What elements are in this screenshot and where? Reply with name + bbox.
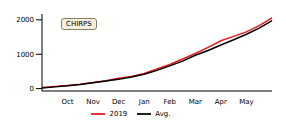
svg-text:Apr: Apr (215, 98, 227, 106)
svg-text:May: May (239, 98, 253, 106)
html-text:Avg.: Avg. (155, 109, 171, 118)
svg-text:Mar: Mar (189, 98, 202, 106)
svg-text:Dec: Dec (112, 98, 126, 106)
svg-text:2000: 2000 (16, 16, 34, 24)
html-text:2019: 2019 (109, 109, 128, 118)
svg-text:1000: 1000 (16, 51, 34, 59)
svg-text:Jan: Jan (138, 98, 150, 106)
svg-text:Nov: Nov (86, 98, 100, 106)
svg-text:Oct: Oct (62, 98, 74, 106)
html-text:CHIRPS: CHIRPS (66, 20, 92, 28)
svg-text:Feb: Feb (164, 98, 177, 106)
svg-text:0: 0 (30, 85, 34, 93)
